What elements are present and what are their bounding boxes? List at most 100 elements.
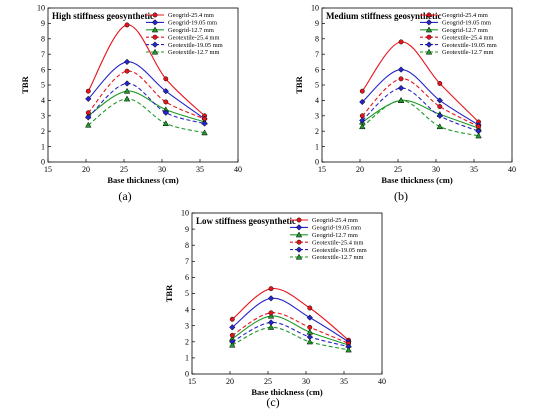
data-point (229, 332, 235, 338)
data-point (229, 324, 236, 331)
x-axis-label: Base thickness (cm) (381, 175, 452, 185)
data-point (162, 109, 169, 116)
y-tick-label: 3 (315, 112, 319, 121)
y-tick-label: 9 (315, 19, 319, 28)
data-point (436, 112, 443, 119)
y-tick-label: 2 (41, 127, 45, 136)
legend-marker (425, 19, 433, 26)
y-tick-label: 8 (315, 35, 319, 44)
data-point (436, 97, 443, 104)
series-line-1 (361, 41, 479, 123)
panel-letter: (c) (266, 395, 279, 409)
y-tick-label: 0 (41, 158, 45, 167)
legend-entry: Geogrid-25.4 mm (442, 12, 488, 19)
series-line-4 (361, 78, 479, 128)
data-point (359, 88, 365, 94)
y-tick-label: 6 (41, 65, 45, 74)
legend-marker (152, 12, 158, 18)
legend-entry: Geogrid-25.4 mm (168, 12, 214, 19)
data-point (162, 120, 170, 126)
series-line-6 (361, 99, 479, 137)
y-tick-label: 5 (315, 81, 319, 90)
x-tick-label: 15 (188, 377, 196, 386)
chart-title: High stiffness geosynthetic (52, 11, 154, 21)
series-line-3 (87, 90, 205, 123)
legend-entry: Geotextile-25.4 mm (312, 239, 363, 246)
legend-marker (151, 26, 159, 33)
series-line-1 (87, 24, 205, 117)
data-point (436, 123, 444, 130)
legend-entry: Geotextile-12.7 mm (312, 254, 363, 261)
legend-marker (425, 26, 433, 33)
y-tick-label: 0 (315, 158, 319, 167)
data-point (85, 95, 92, 103)
legend-marker (426, 12, 432, 18)
data-point (85, 114, 92, 121)
x-axis-label: Base thickness (cm) (107, 175, 178, 185)
y-tick-label: 5 (185, 289, 189, 298)
x-tick-label: 25 (394, 165, 402, 174)
y-tick-label: 10 (181, 209, 189, 218)
x-tick-label: 35 (470, 165, 478, 174)
series-line-6 (232, 326, 349, 351)
data-point (85, 88, 91, 94)
legend-marker (295, 224, 303, 231)
y-axis-label: TBR (294, 75, 304, 93)
x-tick-label: 35 (196, 165, 204, 174)
series-line-5 (361, 87, 479, 132)
x-tick-label: 25 (120, 165, 128, 174)
data-point (123, 87, 131, 94)
data-point (201, 129, 208, 136)
y-axis-label: TBR (20, 75, 30, 93)
data-point (359, 98, 366, 106)
legend-entry: Geogrid-12.7 mm (168, 27, 214, 34)
data-point (398, 76, 404, 82)
legend-marker (425, 48, 433, 55)
data-point (163, 76, 169, 82)
data-point (397, 84, 405, 92)
legend-marker (295, 231, 303, 238)
y-tick-label: 7 (185, 257, 189, 266)
legend-entry: Geogrid-12.7 mm (312, 232, 358, 239)
legend-marker (151, 48, 159, 55)
chart-title: Medium stiffness geosynthetic (326, 11, 442, 21)
data-point (267, 295, 275, 302)
series-line-1 (231, 288, 349, 341)
series-line-4 (87, 70, 205, 120)
series-line-5 (232, 321, 349, 348)
x-tick-label: 40 (234, 165, 242, 174)
chart-panel-3: 0 1 2 3 4 5 6 7 8 9 10 15 20 25 30 35 40 Base thickness (… (164, 209, 386, 409)
data-point (306, 314, 313, 321)
legend-marker (426, 34, 432, 40)
data-point (345, 346, 352, 353)
y-tick-label: 2 (185, 338, 189, 347)
y-tick-label: 2 (315, 127, 319, 136)
x-tick-label: 20 (82, 165, 90, 174)
x-tick-label: 30 (158, 165, 166, 174)
y-tick-label: 7 (315, 50, 319, 59)
legend-entry: Geogrid-25.4 mm (312, 217, 358, 224)
x-tick-label: 15 (44, 165, 52, 174)
panel-letter: (a) (118, 189, 131, 203)
x-tick-label: 25 (264, 377, 272, 386)
data-point (359, 123, 366, 130)
data-point (124, 22, 130, 28)
series-line-3 (231, 315, 349, 346)
panel-letter: (b) (394, 189, 408, 203)
data-point (123, 80, 131, 87)
legend-marker (152, 34, 158, 40)
legend-marker (295, 246, 303, 253)
y-tick-label: 1 (185, 354, 189, 363)
y-tick-label: 3 (185, 321, 189, 330)
series-line-2 (231, 297, 349, 343)
data-point (398, 39, 404, 45)
data-point (307, 324, 313, 330)
data-point (268, 286, 274, 292)
y-tick-label: 4 (41, 96, 45, 105)
legend-entry: Geogrid-19.05 mm (312, 225, 361, 232)
x-tick-label: 15 (318, 165, 326, 174)
data-point (437, 104, 443, 110)
y-tick-label: 7 (41, 50, 45, 59)
data-point (229, 316, 235, 322)
y-tick-label: 3 (41, 112, 45, 121)
